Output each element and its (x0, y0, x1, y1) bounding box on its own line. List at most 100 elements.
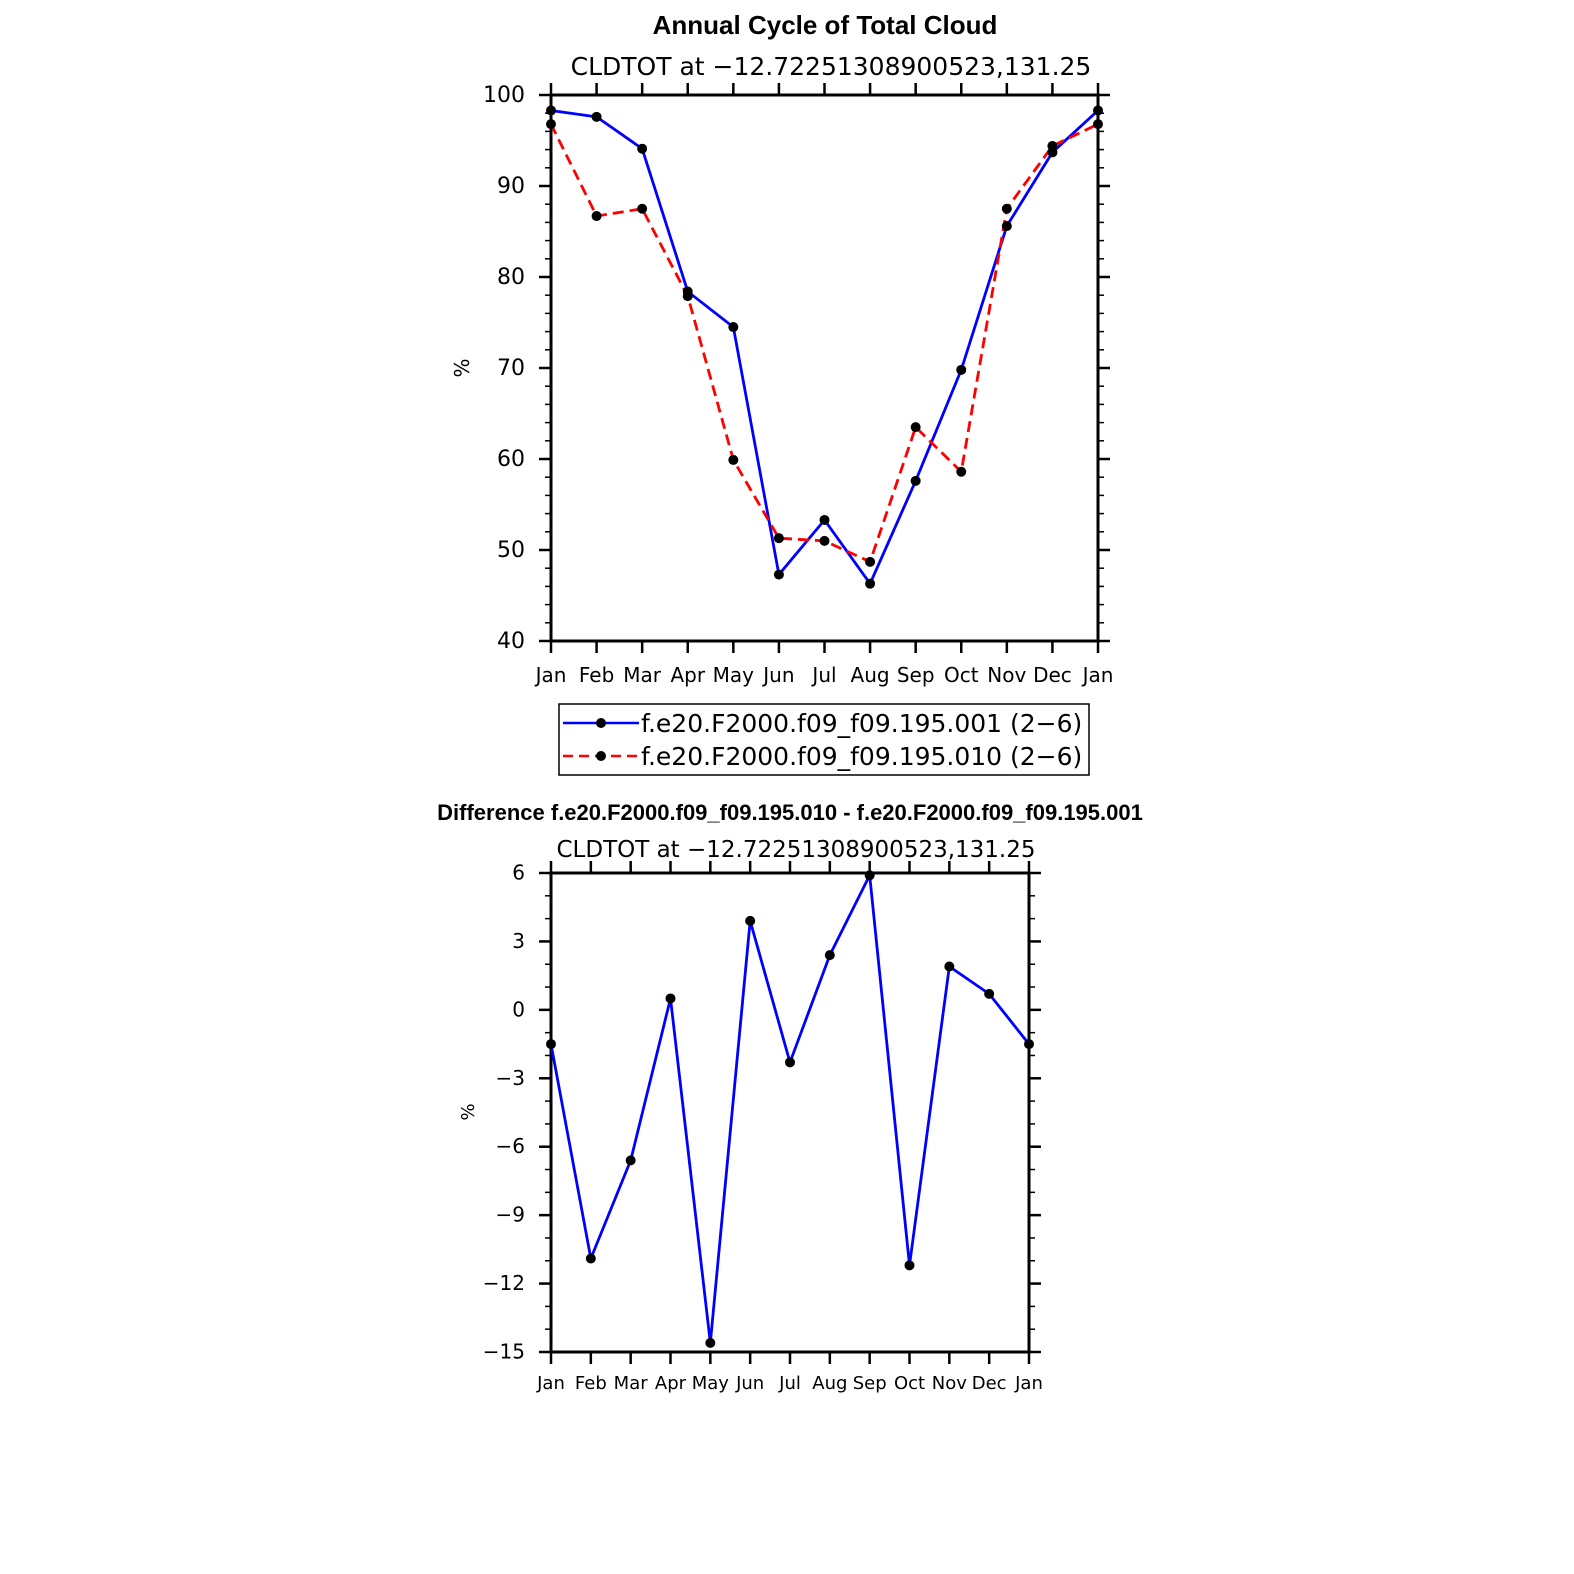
x-tick-label: Jun (735, 1373, 764, 1394)
y-tick-label: −15 (483, 1339, 525, 1363)
series-2-point (546, 119, 556, 130)
series-2-point (728, 454, 739, 465)
x-tick-label: Jan (1081, 663, 1114, 687)
series-2-point (1047, 140, 1058, 151)
legend-marker-series-2 (596, 751, 606, 761)
series-1-point (546, 1039, 556, 1050)
series-1-point (591, 111, 602, 122)
series-line-2 (549, 122, 1099, 564)
x-tick-label: Nov (932, 1373, 967, 1394)
series-1-point (585, 1253, 596, 1264)
y-tick-label: −12 (483, 1271, 525, 1295)
y-tick-label: 6 (512, 860, 525, 884)
series-2-point (910, 422, 921, 433)
series-1-point (819, 514, 830, 525)
top-chart-title: Annual Cycle of Total Cloud (653, 10, 998, 40)
series-1-point (1093, 105, 1103, 116)
x-tick-label: Sep (853, 1373, 887, 1394)
series-1-point (956, 364, 967, 375)
series-2-point (865, 556, 876, 567)
series-line-1 (549, 873, 1031, 1345)
series-1-point (785, 1057, 795, 1068)
series-1-point (1001, 221, 1012, 232)
y-tick-label: 100 (483, 83, 525, 108)
x-tick-label: May (713, 663, 755, 687)
series-1-point (665, 993, 676, 1004)
y-tick-label: −6 (496, 1134, 525, 1158)
x-tick-label: Feb (579, 663, 614, 687)
top-chart-ylabel: % (450, 358, 474, 377)
series-1-point (745, 915, 756, 926)
x-tick-label: Jan (536, 1373, 565, 1394)
series-1-point (637, 143, 648, 154)
bottom-chart-title: Difference f.e20.F2000.f09_f09.195.010 -… (437, 800, 1143, 825)
y-tick-label: 0 (512, 997, 525, 1021)
series-1-point (944, 961, 955, 972)
x-tick-label: Aug (812, 1373, 847, 1394)
series-1-point (824, 950, 835, 961)
series-2-point (1093, 119, 1103, 130)
series-1-point (625, 1155, 636, 1166)
x-tick-label: Sep (897, 663, 935, 687)
series-1-point (904, 1260, 915, 1271)
x-tick-label: Jun (761, 663, 794, 687)
series-2-point (1001, 203, 1012, 214)
plot-frame (549, 871, 1031, 1354)
x-tick-label: Mar (623, 663, 662, 687)
bottom-chart-ylabel: % (458, 1103, 479, 1120)
y-tick-label: 40 (497, 629, 525, 654)
x-tick-label: Apr (655, 1373, 687, 1394)
x-tick-label: Dec (972, 1373, 1007, 1394)
series-2-point (773, 533, 784, 544)
x-tick-label: Mar (614, 1373, 649, 1394)
series-2-point (682, 291, 693, 302)
plot-frame (549, 93, 1100, 643)
y-tick-label: 3 (512, 929, 525, 953)
bottom-chart-plot-area: Jan Feb Mar Apr May Jun Jul Aug Sep Oct Nov Dec Jan−… (483, 860, 1043, 1394)
series-2-point (819, 535, 830, 546)
legend-label-series-2: f.e20.F2000.f09_f09.195.010 (2−6) (641, 742, 1082, 771)
x-tick-label: Feb (575, 1373, 607, 1394)
x-tick-label: Dec (1033, 663, 1072, 687)
series-line-1 (550, 109, 1099, 586)
x-tick-label: Oct (944, 663, 979, 687)
top-chart-legend: f.e20.F2000.f09_f09.195.001 (2−6) f.e20.… (558, 703, 1090, 776)
y-tick-label: 50 (497, 538, 525, 563)
series-1-point (910, 475, 921, 486)
top-chart: Annual Cycle of Total Cloud CLDTOT at −1… (450, 10, 1113, 776)
y-tick-label: −9 (496, 1203, 525, 1227)
series-1-point (864, 870, 875, 881)
legend-marker-series-1 (596, 718, 606, 728)
series-2-point (591, 211, 602, 222)
top-chart-plot-area: Jan Feb Mar Apr May Jun Jul Aug Sep Oct Nov Dec Jan 4… (483, 83, 1113, 687)
series-2-point (956, 466, 967, 477)
legend-label-series-1: f.e20.F2000.f09_f09.195.001 (2−6) (641, 709, 1082, 738)
series-1-point (773, 569, 784, 580)
series-1-point (546, 105, 556, 116)
y-tick-label: 90 (497, 174, 525, 199)
series-2-point (637, 203, 648, 214)
x-tick-label: Jul (778, 1373, 801, 1394)
y-tick-label: 70 (497, 356, 525, 381)
series-1-point (1024, 1039, 1034, 1050)
series-1-point (728, 322, 739, 333)
x-tick-label: Jan (1014, 1373, 1043, 1394)
series-1-point (705, 1337, 716, 1348)
x-tick-label: Aug (851, 663, 890, 687)
y-tick-label: 60 (497, 447, 525, 472)
x-tick-label: Apr (670, 663, 705, 687)
x-tick-label: Jul (810, 663, 836, 687)
series-1-point (865, 578, 876, 589)
x-tick-label: Jan (534, 663, 567, 687)
bottom-chart-subtitle: CLDTOT at −12.72251308900523,131.25 (556, 837, 1035, 863)
x-tick-label: Oct (894, 1373, 925, 1394)
y-tick-label: −3 (496, 1066, 525, 1090)
bottom-chart: Difference f.e20.F2000.f09_f09.195.010 -… (437, 800, 1143, 1394)
top-chart-subtitle: CLDTOT at −12.72251308900523,131.25 (571, 52, 1092, 81)
series-1-point (984, 988, 995, 999)
x-tick-label: May (692, 1373, 730, 1394)
legend-box (558, 703, 1090, 776)
x-tick-label: Nov (987, 663, 1026, 687)
y-tick-label: 80 (497, 265, 525, 290)
